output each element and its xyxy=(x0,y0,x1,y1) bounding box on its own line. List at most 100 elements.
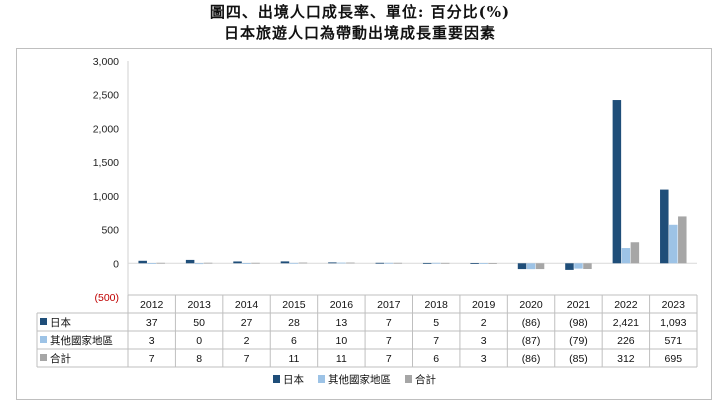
data-label: 7 xyxy=(386,335,392,347)
bar xyxy=(612,100,622,264)
data-label: 7 xyxy=(386,317,392,329)
bar xyxy=(488,263,497,264)
bar xyxy=(147,263,156,264)
data-label: 50 xyxy=(193,317,205,329)
data-label: (79) xyxy=(569,335,588,347)
legend-swatch xyxy=(273,375,280,383)
data-label: 3 xyxy=(481,335,487,347)
legend-label: 其他國家地區 xyxy=(328,373,391,386)
bar xyxy=(565,263,574,270)
series-key-swatch xyxy=(40,318,47,325)
y-tick-label: 1,500 xyxy=(93,157,119,169)
data-label: 695 xyxy=(665,353,683,365)
series-key-swatch xyxy=(40,336,47,343)
data-label: 312 xyxy=(617,353,635,365)
category-label: 2014 xyxy=(235,299,259,311)
data-label: 8 xyxy=(196,353,202,365)
bar xyxy=(630,242,640,264)
bar xyxy=(574,263,583,269)
data-label: 7 xyxy=(386,353,392,365)
bar xyxy=(251,262,260,264)
data-label: 7 xyxy=(433,335,439,347)
chart-title-line-2: 日本旅遊人口為帶動出境成長重要因素 xyxy=(223,24,496,42)
series-row-label: 日本 xyxy=(50,316,71,329)
data-label: 6 xyxy=(291,335,297,347)
y-tick-label: 3,000 xyxy=(93,56,119,68)
bar xyxy=(583,263,592,270)
bar xyxy=(156,262,165,264)
data-label: 10 xyxy=(336,335,348,347)
chart-title-line-1: 圖四、出境人口成長率、單位: 百分比(%) xyxy=(209,3,511,21)
data-label: 2 xyxy=(244,335,250,347)
bar xyxy=(328,262,337,264)
data-label: 226 xyxy=(617,335,635,347)
category-label: 2023 xyxy=(662,299,686,311)
y-tick-label: 1,000 xyxy=(93,191,119,203)
bar xyxy=(526,263,536,270)
bar xyxy=(289,262,299,264)
bar xyxy=(621,248,631,264)
bar xyxy=(660,189,669,264)
legend-swatch xyxy=(318,375,325,383)
chart-frame: 3,000 2,500 2,000 1,500 1,000 500 0 (500) 2012 20… xyxy=(16,48,712,400)
data-label: 3 xyxy=(481,353,487,365)
bar xyxy=(393,262,403,264)
data-label: 2 xyxy=(481,317,487,329)
bar xyxy=(431,262,441,264)
legend-label: 日本 xyxy=(283,373,304,386)
data-label: 11 xyxy=(289,353,300,365)
data-label: 37 xyxy=(146,317,158,329)
bar xyxy=(535,263,545,270)
bar xyxy=(375,262,385,264)
bar xyxy=(422,262,432,264)
data-label: (87) xyxy=(522,335,541,347)
category-label: 2021 xyxy=(567,299,591,311)
y-tick-label: 2,500 xyxy=(93,90,119,102)
category-label: 2012 xyxy=(140,299,164,311)
series-row-label: 其他國家地區 xyxy=(50,334,113,347)
chart-title: 圖四、出境人口成長率、單位: 百分比(%) 日本旅遊人口為帶動出境成長重要因素 xyxy=(0,2,720,44)
bar xyxy=(242,263,251,264)
bar xyxy=(280,261,290,264)
data-label: (85) xyxy=(569,353,588,365)
data-label: 7 xyxy=(149,353,155,365)
bar xyxy=(346,262,355,264)
data-label: 6 xyxy=(433,353,439,365)
data-label: 571 xyxy=(665,335,683,347)
category-label: 2020 xyxy=(519,299,543,311)
bar xyxy=(298,262,308,264)
data-label: 0 xyxy=(196,335,202,347)
category-label: 2022 xyxy=(614,299,638,311)
y-tick-label: 2,000 xyxy=(93,123,119,135)
category-label: 2013 xyxy=(187,299,211,311)
category-label: 2016 xyxy=(330,299,354,311)
legend-swatch xyxy=(405,375,412,383)
bar xyxy=(440,262,450,264)
bar xyxy=(185,259,195,264)
category-label: 2018 xyxy=(425,299,449,311)
bar xyxy=(479,263,488,264)
data-label: 5 xyxy=(433,317,439,329)
y-tick-label: 0 xyxy=(113,258,119,270)
y-tick-label: (500) xyxy=(94,292,119,304)
category-label: 2015 xyxy=(282,299,306,311)
bar xyxy=(203,262,213,264)
bar xyxy=(384,262,394,264)
data-label: 11 xyxy=(336,353,347,365)
series-row-label: 合計 xyxy=(50,352,71,365)
data-label: 7 xyxy=(244,353,250,365)
category-label: 2019 xyxy=(472,299,496,311)
data-label: (98) xyxy=(569,317,588,329)
bar xyxy=(669,224,678,264)
bar xyxy=(138,260,147,264)
data-label: 2,421 xyxy=(613,317,639,329)
bar xyxy=(337,262,346,264)
series-key-swatch xyxy=(40,354,47,361)
bar xyxy=(678,216,687,264)
data-label: 13 xyxy=(336,317,348,329)
data-label: 3 xyxy=(149,335,155,347)
bar xyxy=(517,263,527,270)
y-tick-label: 500 xyxy=(101,225,119,237)
bar xyxy=(470,263,479,264)
